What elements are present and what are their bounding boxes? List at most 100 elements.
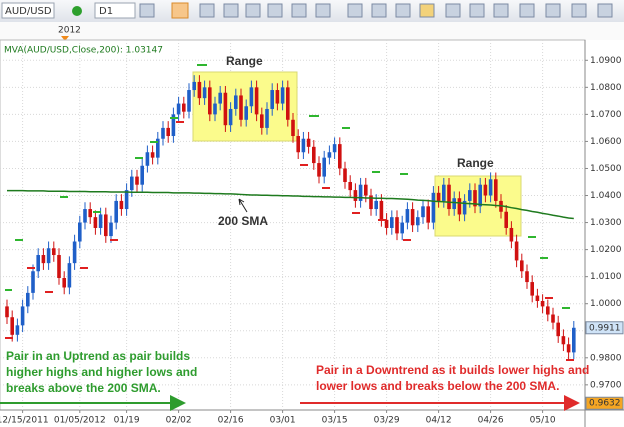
candle-body <box>171 114 176 137</box>
candle-body <box>468 190 472 201</box>
symbol-box[interactable] <box>1 2 55 19</box>
timeframe-box[interactable] <box>94 2 136 19</box>
y-tick-label: 1.0500 <box>590 164 622 174</box>
candle-body <box>161 127 165 139</box>
price-tag-label: 0.9632 <box>589 399 621 409</box>
uptrend-note: Pair in an Uptrend as pair builds <box>6 349 190 363</box>
candle-body <box>379 200 384 220</box>
candle-body <box>306 138 311 147</box>
swing-high-markers <box>5 64 570 309</box>
x-tick-label: 01/19 <box>114 416 140 426</box>
candle-body <box>88 209 92 218</box>
price-tag <box>585 396 624 410</box>
candle-body <box>494 179 498 201</box>
candle-body <box>338 144 342 169</box>
toolbar <box>0 0 624 22</box>
candle-body <box>436 192 441 201</box>
x-tick-label: 12/15/2011 <box>0 416 49 426</box>
candle-body <box>213 103 217 115</box>
candle-body <box>244 106 248 120</box>
x-tick-label: 02/02 <box>166 416 192 426</box>
year-marker <box>61 36 69 41</box>
candle-body <box>124 190 129 210</box>
sma-label: 200 SMA <box>218 214 268 228</box>
candle-body <box>72 241 77 264</box>
candle-body <box>551 314 555 323</box>
candle-body <box>462 200 467 215</box>
status-icon[interactable] <box>72 6 82 16</box>
x-tick-label: 05/10 <box>530 416 556 426</box>
candle-body <box>317 163 321 177</box>
candle-body <box>525 271 529 283</box>
candle-body <box>561 336 566 345</box>
candle-body <box>114 200 118 223</box>
time-strip <box>0 22 624 40</box>
candle-body <box>301 138 306 153</box>
candle-body <box>442 184 446 201</box>
y-tick-label: 1.0100 <box>590 272 622 282</box>
candle-body <box>119 200 124 210</box>
y-tick-label: 1.0700 <box>590 110 622 120</box>
candle-body <box>452 198 456 210</box>
candle-body <box>286 87 290 120</box>
candle-body <box>405 209 410 223</box>
x-tick-label: 04/26 <box>478 416 504 426</box>
downtrend-note: lower lows and breaks below the 200 SMA. <box>316 379 559 393</box>
candle-body <box>312 146 316 164</box>
toolbar-icons[interactable] <box>139 2 613 19</box>
candle-body <box>218 92 222 104</box>
candle-body <box>140 165 144 185</box>
sma-line <box>7 189 574 220</box>
candle-body <box>327 152 332 158</box>
candle-body <box>15 325 20 335</box>
candle-body <box>254 87 259 115</box>
candle-body <box>530 282 534 296</box>
candle-body <box>384 219 389 228</box>
y-tick-label: 1.0200 <box>590 245 622 255</box>
candle-body <box>150 152 155 158</box>
candle-body <box>10 317 14 335</box>
candle-body <box>31 271 35 293</box>
candle-body <box>520 260 524 272</box>
candle-body <box>130 176 134 191</box>
candle-body <box>145 152 150 166</box>
candle-body <box>260 114 264 128</box>
candle-body <box>280 87 285 104</box>
candle-body <box>197 81 202 99</box>
candle-body <box>20 306 25 326</box>
range-label: Range <box>457 156 494 170</box>
candle-body <box>156 138 160 158</box>
x-tick-label: 03/01 <box>270 416 296 426</box>
candle-body <box>322 157 326 177</box>
candle-body <box>83 209 87 223</box>
candle-body <box>566 344 571 353</box>
candle-body <box>540 301 545 307</box>
candle-body <box>400 222 404 234</box>
indicator-label: MVA(AUD/USD,Close,200): 1.03147 <box>4 46 163 56</box>
candle-body <box>208 87 212 115</box>
candle-body <box>457 198 462 215</box>
candle-body <box>192 81 196 91</box>
candle-body <box>364 184 368 196</box>
candle-body <box>390 217 394 228</box>
x-tick-label: 03/29 <box>374 416 400 426</box>
symbol: AUD/USD <box>5 6 52 17</box>
candle-body <box>52 248 56 256</box>
candle-body <box>234 95 238 109</box>
candle-body <box>426 206 430 223</box>
downtrend-note: Pair in a Downtrend as it builds lower h… <box>316 363 589 377</box>
candle-body <box>62 278 66 288</box>
y-tick-label: 1.0600 <box>590 137 622 147</box>
x-tick-label: 04/12 <box>426 416 452 426</box>
candle-body <box>509 227 514 242</box>
candle-body <box>275 90 280 104</box>
candle-body <box>478 184 482 207</box>
candle-body <box>556 322 560 337</box>
price-tag <box>585 321 624 335</box>
candle-body <box>431 192 436 223</box>
year-label: 2012 <box>58 26 81 36</box>
candle-body <box>5 306 9 318</box>
candle-body <box>270 90 274 109</box>
y-tick-label: 0.9700 <box>590 380 622 390</box>
y-tick-label: 1.0400 <box>590 191 622 201</box>
